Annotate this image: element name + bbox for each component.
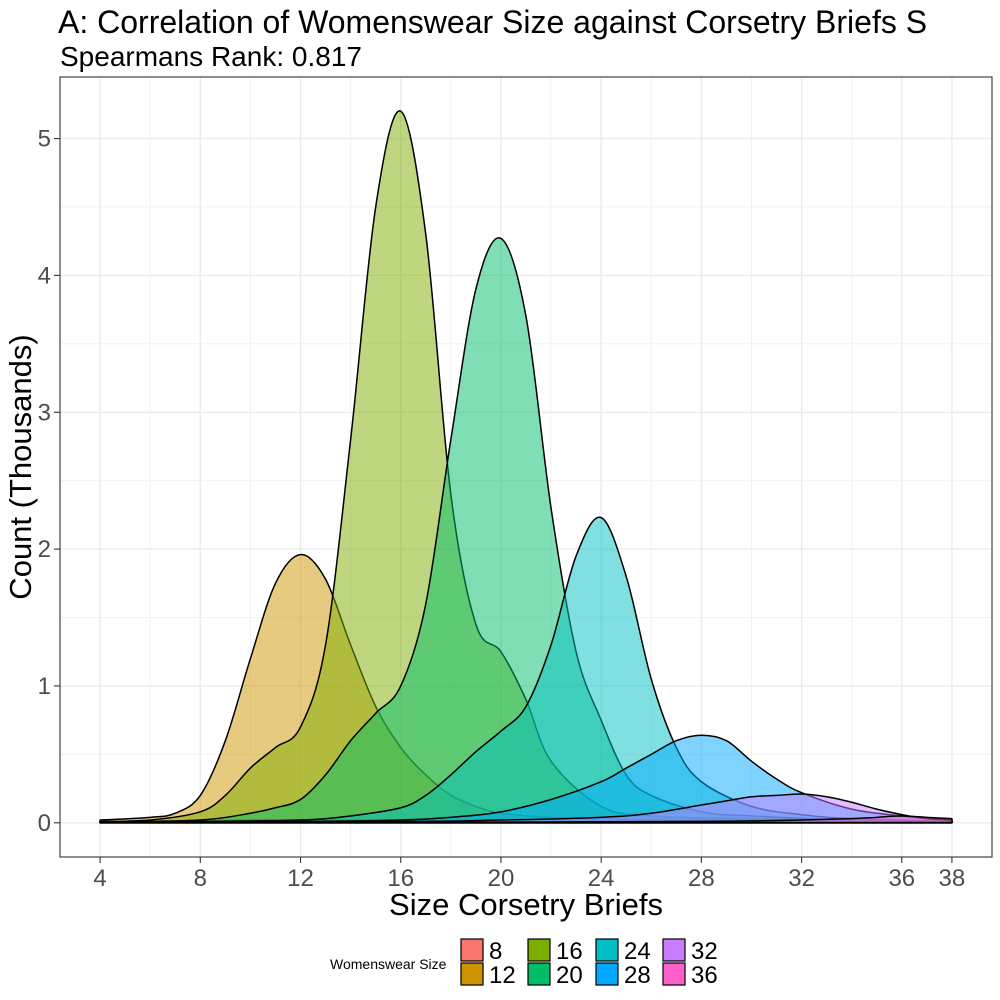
x-tick-label: 12: [287, 865, 314, 892]
x-axis: 4 8 12 16 20 24 28 32 36 38: [93, 857, 965, 892]
legend-key-36: [662, 962, 686, 986]
legend-key-32: [662, 938, 686, 962]
x-tick-label: 20: [488, 865, 515, 892]
x-tick-label: 38: [939, 865, 966, 892]
density-area-32: [99, 793, 953, 824]
y-axis-title: Count (Thousands): [3, 334, 38, 599]
y-tick-label: 0: [38, 810, 51, 837]
legend-label-20: 20: [556, 962, 583, 989]
legend-key-12: [460, 962, 484, 986]
x-tick-label: 8: [194, 865, 207, 892]
y-tick-label: 5: [38, 126, 51, 153]
legend-label-28: 28: [624, 962, 651, 989]
legend-key-16: [527, 938, 551, 962]
x-tick-label: 24: [588, 865, 615, 892]
x-tick-label: 28: [688, 865, 715, 892]
legend-label-36: 36: [691, 962, 718, 989]
x-tick-label: 16: [387, 865, 414, 892]
y-tick-label: 1: [38, 673, 51, 700]
density-series: [99, 110, 953, 824]
x-tick-label: 36: [888, 865, 915, 892]
legend-label-24: 24: [624, 938, 651, 965]
legend-label-16: 16: [556, 938, 583, 965]
legend-title: Womenswear Size: [330, 956, 447, 972]
plot-panel-border: [59, 76, 993, 858]
y-axis: 0 1 2 3 4 5: [38, 126, 60, 837]
legend-label-32: 32: [691, 938, 718, 965]
x-tick-label: 32: [788, 865, 815, 892]
chart-subtitle: Spearmans Rank: 0.817: [60, 41, 362, 72]
chart-title: A: Correlation of Womenswear Size agains…: [58, 4, 927, 40]
legend-key-8: [460, 938, 484, 962]
legend-key-28: [595, 962, 619, 986]
legend-label-12: 12: [489, 962, 516, 989]
y-tick-label: 3: [38, 399, 51, 426]
legend-key-20: [527, 962, 551, 986]
y-tick-label: 4: [38, 262, 51, 289]
legend-key-24: [595, 938, 619, 962]
legend-label-8: 8: [489, 938, 502, 965]
y-tick-label: 2: [38, 536, 51, 563]
x-tick-label: 4: [93, 865, 106, 892]
x-axis-title: Size Corsetry Briefs: [389, 887, 663, 922]
